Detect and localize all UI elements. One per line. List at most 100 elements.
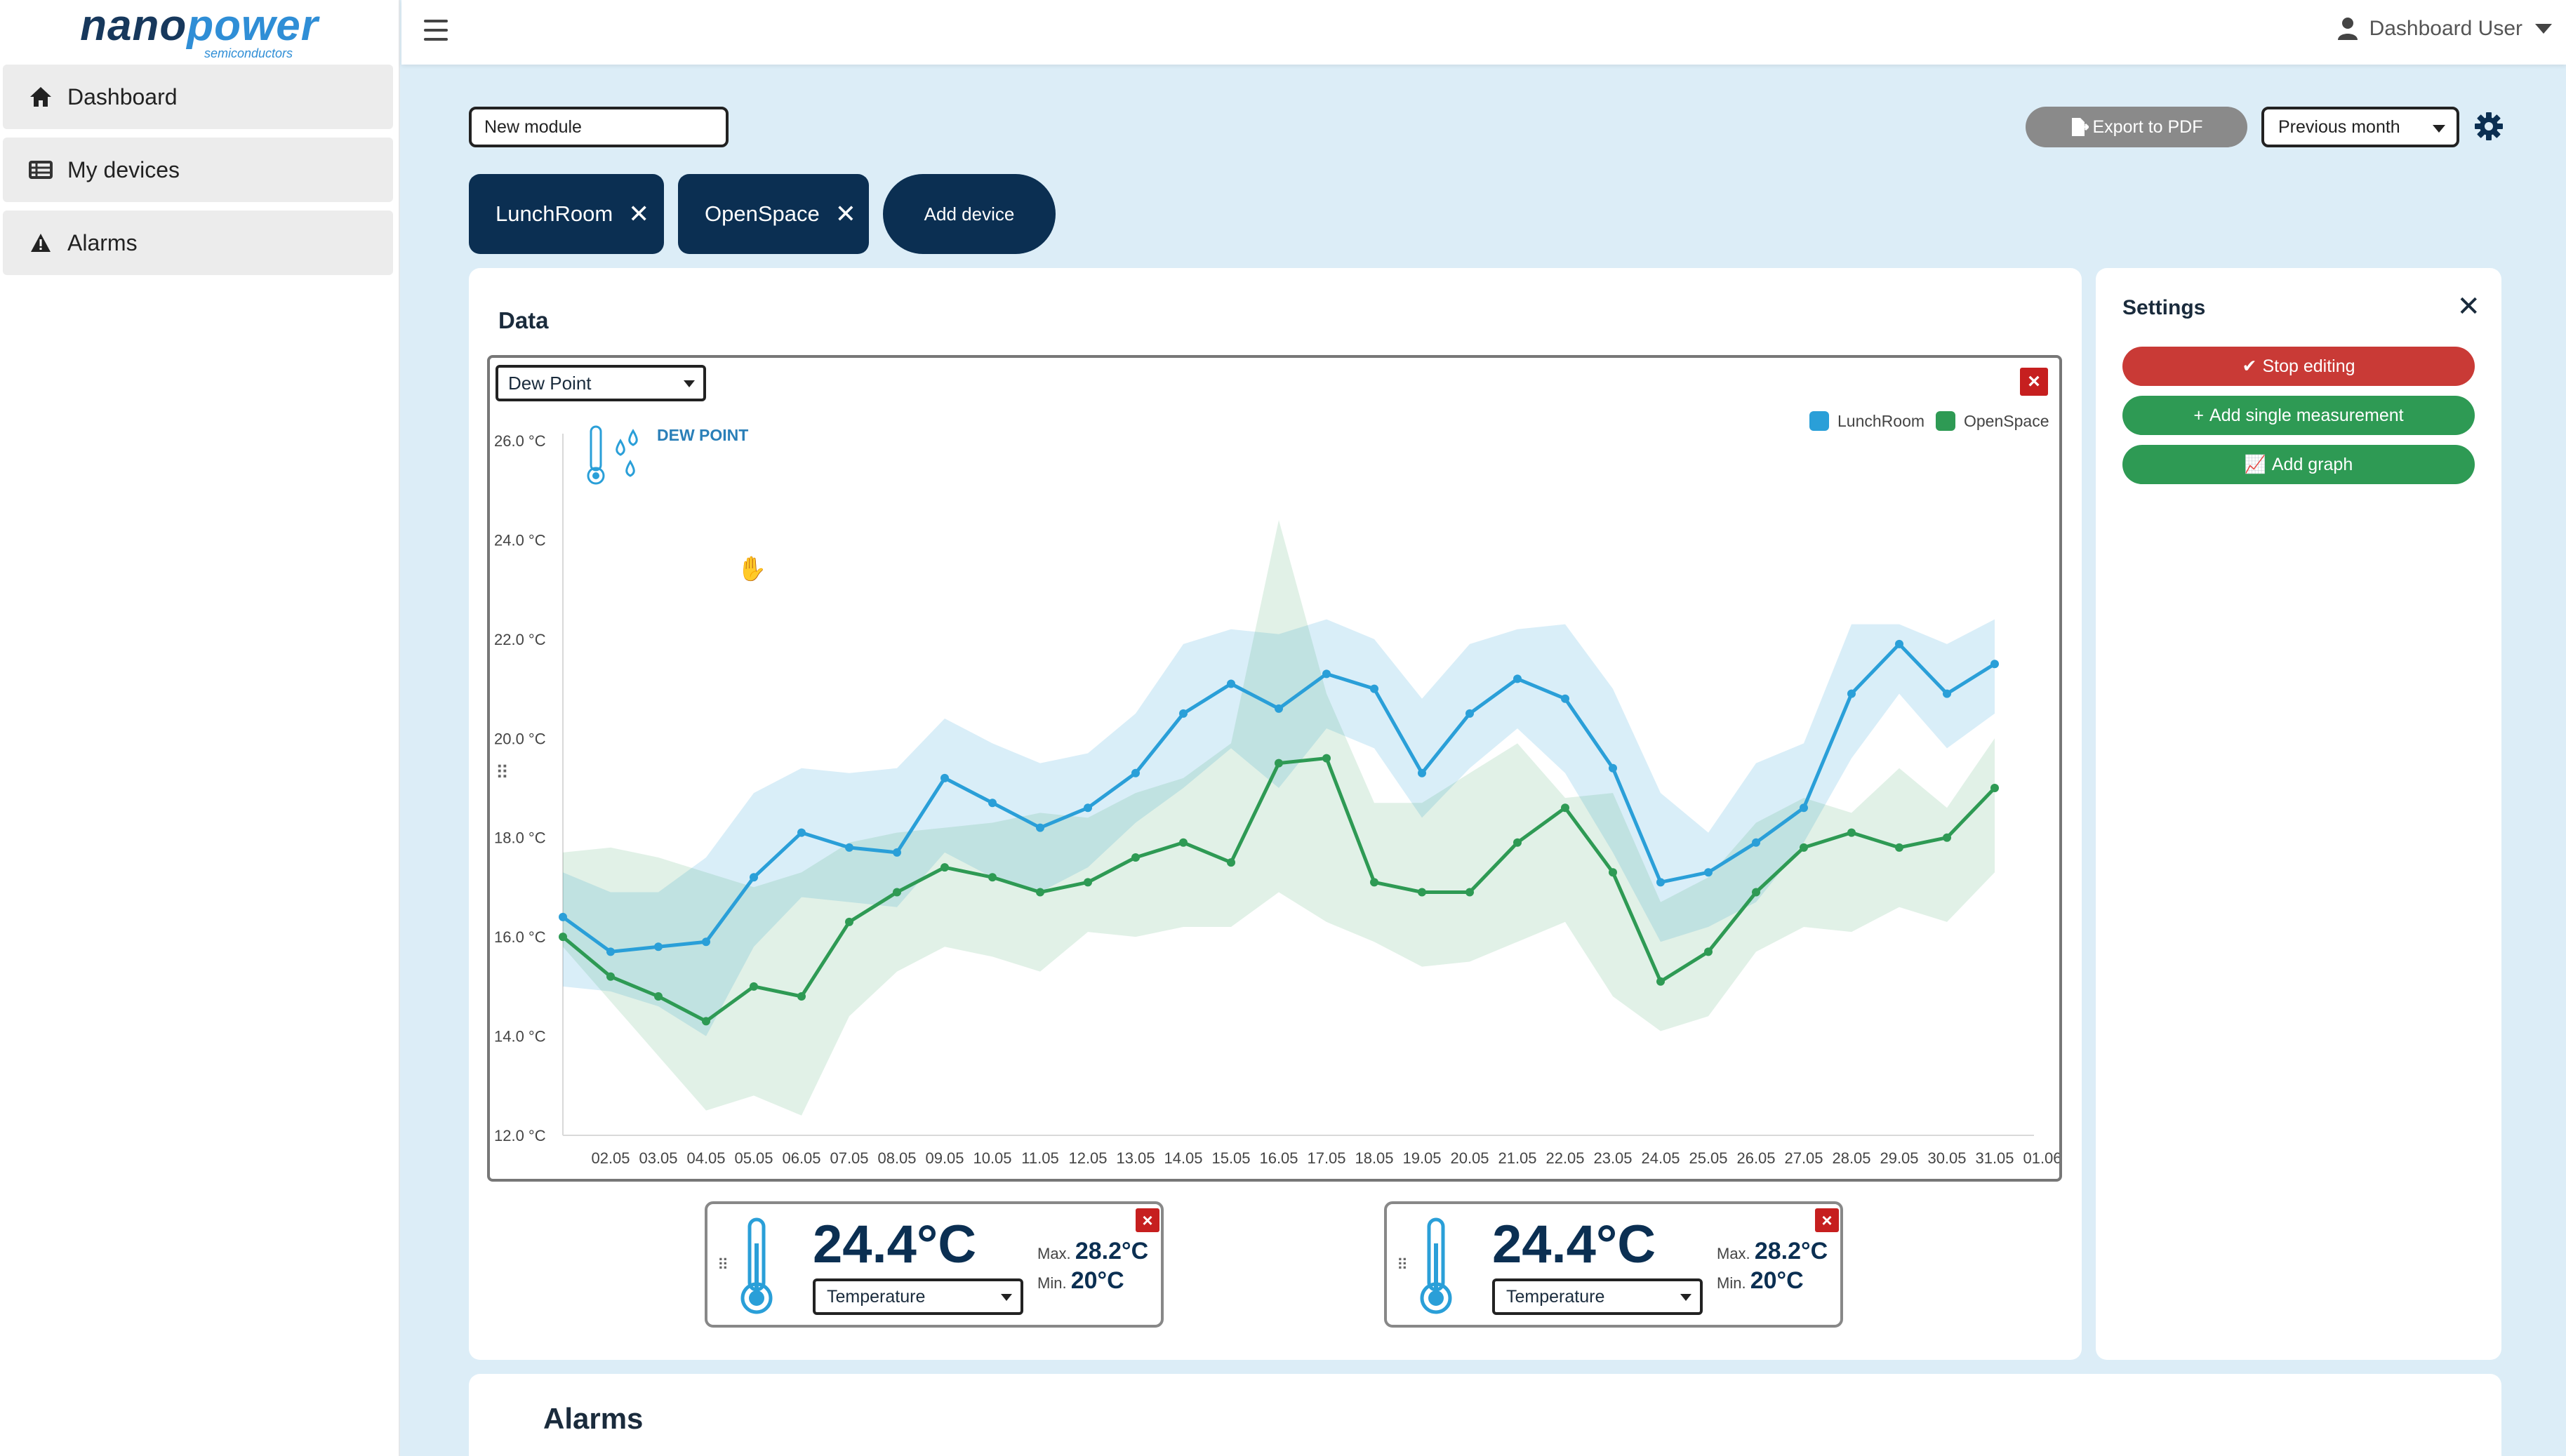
data-point: [1227, 858, 1235, 867]
brand-logo[interactable]: nanopower semiconductors: [0, 0, 399, 65]
x-tick-label: 13.05: [1116, 1149, 1155, 1167]
alarms-section: Alarms: [469, 1374, 2501, 1456]
add-graph-button[interactable]: 📈 Add graph: [2122, 445, 2475, 484]
device-tab-lunchroom[interactable]: LunchRoom ✕: [469, 174, 664, 254]
logo-subtitle: semiconductors: [204, 46, 293, 60]
export-pdf-button[interactable]: Export to PDF: [2026, 107, 2247, 147]
user-menu[interactable]: Dashboard User: [2337, 17, 2552, 41]
add-single-measurement-button[interactable]: + Add single measurement: [2122, 396, 2475, 435]
data-point: [1131, 853, 1140, 862]
device-tab-label: LunchRoom: [496, 201, 613, 226]
settings-panel: Settings ✕ ✔ Stop editing + Add single mea…: [2096, 268, 2501, 1360]
period-value: Previous month: [2278, 116, 2400, 137]
sidebar: nanopower semiconductors Dashboard My de…: [0, 0, 400, 1456]
data-point: [1704, 947, 1713, 956]
x-tick-label: 03.05: [639, 1149, 677, 1167]
dew-point-icon: [587, 425, 638, 485]
x-tick-label: 11.05: [1021, 1149, 1058, 1167]
widget-metric-select[interactable]: Temperature: [1492, 1278, 1703, 1315]
x-tick-label: 27.05: [1784, 1149, 1823, 1167]
measurement-widget: ⠿ 24.4°C Max. 28.2°C Min. 20°C × Tempera…: [1384, 1201, 1843, 1328]
chart-panel: 12.0 °C 14.0 °C 16.0 °C 18.0 °C 20.0 °C 22.0 …: [487, 355, 2062, 1182]
data-point: [1418, 888, 1426, 897]
remove-widget-button[interactable]: ×: [1815, 1208, 1839, 1232]
data-point: [1179, 838, 1188, 847]
drag-handle-icon[interactable]: ⠿: [1397, 1256, 1409, 1274]
x-tick-label: 07.05: [830, 1149, 868, 1167]
data-point: [1036, 823, 1044, 832]
y-tick-label: 24.0 °C: [494, 531, 546, 549]
sidebar-item-label: Dashboard: [67, 84, 178, 109]
close-icon[interactable]: ✕: [2457, 291, 2480, 322]
current-value: 24.4°C: [1492, 1215, 1656, 1274]
x-tick-label: 20.05: [1450, 1149, 1489, 1167]
menu-toggle-icon[interactable]: [424, 20, 448, 41]
x-tick-label: 21.05: [1498, 1149, 1536, 1167]
data-point: [1800, 803, 1808, 813]
remove-graph-button[interactable]: ×: [2020, 368, 2048, 396]
data-point: [1895, 639, 1903, 648]
y-tick-label: 22.0 °C: [494, 631, 546, 648]
x-tick-label: 16.05: [1259, 1149, 1298, 1167]
metric-select[interactable]: Dew Point: [496, 365, 706, 401]
x-tick-label: 28.05: [1832, 1149, 1870, 1167]
data-point: [1084, 878, 1092, 887]
data-point: [940, 863, 949, 872]
sidebar-item-my-devices[interactable]: My devices: [3, 138, 393, 202]
close-icon[interactable]: ✕: [628, 199, 650, 228]
chevron-down-icon: [1001, 1294, 1012, 1301]
export-label: Export to PDF: [2092, 116, 2203, 137]
data-point: [1084, 803, 1092, 813]
sidebar-item-alarms[interactable]: Alarms: [3, 211, 393, 275]
data-point: [1704, 868, 1713, 877]
warning-icon: [27, 231, 55, 255]
x-tick-label: 02.05: [591, 1149, 630, 1167]
x-tick-label: 01.06: [2023, 1149, 2059, 1167]
data-point: [893, 888, 901, 897]
data-point: [1990, 660, 1999, 669]
sidebar-item-label: My devices: [67, 156, 180, 182]
legend-label: OpenSpace: [1964, 412, 2049, 430]
data-point: [606, 947, 615, 956]
data-point: [559, 933, 567, 942]
data-point: [893, 848, 901, 857]
sidebar-item-label: Alarms: [67, 229, 138, 255]
data-point: [559, 912, 567, 921]
data-point: [845, 917, 853, 926]
stop-editing-label: Stop editing: [2262, 356, 2355, 376]
data-point: [988, 873, 997, 882]
data-point: [1513, 674, 1522, 683]
data-point: [845, 843, 853, 852]
stop-editing-button[interactable]: ✔ Stop editing: [2122, 347, 2475, 386]
data-point: [1322, 754, 1331, 763]
devices-list-icon: [27, 158, 55, 182]
thermometer-icon: [740, 1217, 773, 1314]
remove-widget-button[interactable]: ×: [1136, 1208, 1159, 1232]
data-point: [702, 1017, 710, 1026]
device-tab-openspace[interactable]: OpenSpace ✕: [678, 174, 869, 254]
alarms-title: Alarms: [543, 1402, 644, 1435]
widget-metric-select[interactable]: Temperature: [813, 1278, 1023, 1315]
x-tick-label: 05.05: [734, 1149, 773, 1167]
drag-handle-icon[interactable]: ⠿: [717, 1256, 729, 1274]
x-tick-label: 06.05: [782, 1149, 820, 1167]
y-tick-label: 20.0 °C: [494, 730, 546, 747]
data-card: Data 12.0 °C 14.0 °C 16.0 °C 18.0 °C 20.0 °C…: [469, 268, 2082, 1360]
data-point: [1370, 878, 1378, 887]
add-device-button[interactable]: Add device: [883, 174, 1056, 254]
sidebar-item-dashboard[interactable]: Dashboard: [3, 65, 393, 129]
chevron-down-icon: [2535, 24, 2552, 34]
gear-icon[interactable]: [2473, 111, 2504, 142]
data-point: [1275, 704, 1283, 713]
data-point: [1990, 784, 1999, 792]
close-icon[interactable]: ✕: [835, 199, 856, 228]
widget-metric-value: Temperature: [1506, 1286, 1605, 1307]
hand-cursor-icon: ✋: [737, 555, 766, 582]
data-point: [1418, 768, 1426, 777]
x-tick-label: 19.05: [1402, 1149, 1441, 1167]
period-select[interactable]: Previous month: [2261, 107, 2459, 147]
module-name-input[interactable]: [469, 107, 729, 147]
legend-swatch: [1809, 411, 1829, 431]
x-tick-label: 09.05: [925, 1149, 964, 1167]
data-point: [1036, 888, 1044, 897]
